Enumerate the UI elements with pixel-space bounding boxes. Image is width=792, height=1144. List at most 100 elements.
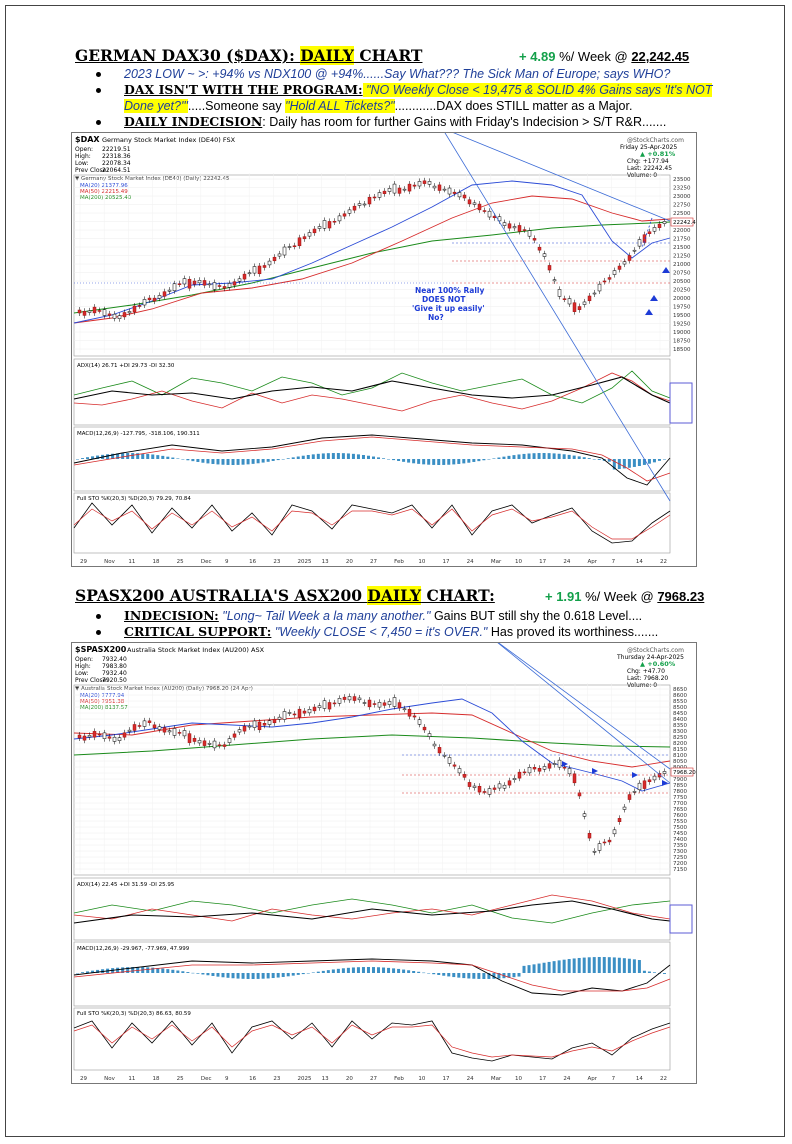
asx-candle: [337, 698, 342, 704]
asx-candle: [642, 780, 647, 789]
dax-candle: [522, 229, 527, 231]
asx-candle: [532, 767, 537, 770]
dax-candle: [232, 281, 237, 286]
dax-up-arrow-2: [650, 295, 658, 301]
dax-candle: [347, 209, 352, 214]
asx-candle: [227, 738, 232, 743]
asx-candle: [417, 719, 422, 725]
dax-price-axis: 2350023250230002275022500222502200021750…: [673, 177, 691, 353]
asx-candle: [587, 833, 592, 839]
dax-candle: [647, 231, 652, 234]
asx-candle: [212, 740, 217, 749]
dax-x-tick: 14: [636, 559, 643, 565]
asx-price-tick: 8300: [673, 729, 687, 735]
dax-sto-panel: [73, 492, 671, 554]
asx-candle: [552, 763, 557, 765]
asx-x-tick: 7: [612, 1076, 616, 1082]
asx-low-label: Low:: [75, 670, 89, 677]
asx-ma20: MA(20) 7777.94: [80, 693, 125, 699]
page-border: [5, 5, 785, 1137]
asx-price-tick: 7250: [673, 855, 687, 861]
asx-candle: [372, 703, 377, 705]
dax-adx-label: ADX(14) 26.71 +DI 29.73 -DI 32.30: [77, 363, 175, 369]
dax-candle: [412, 184, 417, 187]
dax-x-tick: 22: [660, 559, 667, 565]
asx-volume: Volume: 0: [627, 682, 657, 689]
asx-candle: [342, 696, 347, 700]
dax-section-title: GERMAN DAX30 ($DAX): DAILY CHART: [75, 46, 423, 65]
dax-candle: [492, 215, 497, 219]
dax-date: Friday 25-Apr-2025: [620, 144, 677, 151]
dax-candle: [362, 203, 367, 206]
dax-x-tick: 27: [370, 559, 377, 565]
dax-ma200-line: [73, 221, 671, 314]
asx-candle: [142, 720, 147, 727]
asx-candle: [102, 732, 107, 739]
dax-price-tick: 19250: [673, 322, 691, 328]
dax-candle: [242, 273, 247, 280]
asx-candle: [437, 747, 442, 754]
dax-x-tick: 16: [249, 559, 256, 565]
asx-candle: [252, 720, 257, 728]
asx-candle: [627, 794, 632, 800]
asx-candle: [542, 766, 547, 770]
dax-source: @StockCharts.com: [627, 137, 684, 144]
dax-price-tick: 21000: [673, 262, 691, 268]
dax-price-panel: [73, 174, 671, 357]
dax-price-tick: 21750: [673, 237, 691, 243]
asx-price-tick: 8600: [673, 693, 687, 699]
dax-x-tick: 9: [225, 559, 229, 565]
asx-candle: [462, 774, 467, 778]
asx-ma50: MA(50) 7951.38: [80, 699, 125, 705]
asx-candle: [582, 813, 587, 817]
dax-x-tick: 25: [177, 559, 184, 565]
dax-x-tick: 17: [539, 559, 546, 565]
dax-low: 22078.34: [102, 160, 131, 167]
asx-price-tick: 8350: [673, 723, 687, 729]
asx-candle: [592, 850, 597, 853]
dax-volume: Volume: 0: [627, 172, 657, 179]
asx-candle: [237, 729, 242, 733]
asx-candle: [387, 701, 392, 705]
asx-candle: [87, 735, 92, 738]
dax-candle: [302, 236, 307, 240]
asx-candle: [597, 843, 602, 851]
dax-candle: [337, 215, 342, 222]
svg-text:DOES NOT: DOES NOT: [422, 295, 466, 304]
asx-high-label: High:: [75, 663, 91, 670]
dax-ma20-line: [73, 180, 671, 324]
dax-candle: [212, 282, 217, 290]
asx-candle: [422, 726, 427, 731]
asx-prev-label: Prev Close:: [75, 677, 108, 684]
asx-candle: [127, 729, 132, 732]
dax-candle: [282, 246, 287, 256]
dax-open-label: Open:: [75, 146, 93, 153]
asx-candle: [292, 713, 297, 716]
dax-note-3: DAILY INDECISION: Daily has room for fur…: [92, 114, 732, 130]
dax-note-2: DAX ISN'T WITH THE PROGRAM: "NO Weekly C…: [92, 82, 732, 114]
dax-candle: [622, 261, 627, 265]
asx-candle: [182, 730, 187, 737]
dax-candle: [152, 297, 157, 302]
dax-candle: [267, 260, 272, 266]
asx-candle: [477, 785, 482, 793]
dax-candle: [372, 196, 377, 199]
asx-candle: [162, 727, 167, 733]
asx-candle: [377, 702, 382, 708]
dax-candle: [612, 270, 617, 275]
dax-candle: [577, 306, 582, 310]
asx-candle: [152, 724, 157, 729]
asx-weekly-change: + 1.91 %/ Week @ 7968.23: [545, 589, 705, 604]
asx-candle: [522, 771, 527, 774]
asx-x-tick: 24: [563, 1076, 570, 1082]
asx-price-tick: 7400: [673, 837, 687, 843]
dax-candle: [247, 272, 252, 275]
dax-candle: [407, 183, 412, 192]
asx-price-tick: 7650: [673, 807, 687, 813]
dax-x-tick: 29: [80, 559, 87, 565]
dax-x-tick: 20: [346, 559, 353, 565]
dax-candle: [482, 210, 487, 212]
dax-note-1: 2023 LOW ~ >: +94% vs NDX100 @ +94%.....…: [92, 66, 732, 82]
asx-candle: [167, 730, 172, 733]
dax-price-tick: 22750: [673, 203, 691, 209]
